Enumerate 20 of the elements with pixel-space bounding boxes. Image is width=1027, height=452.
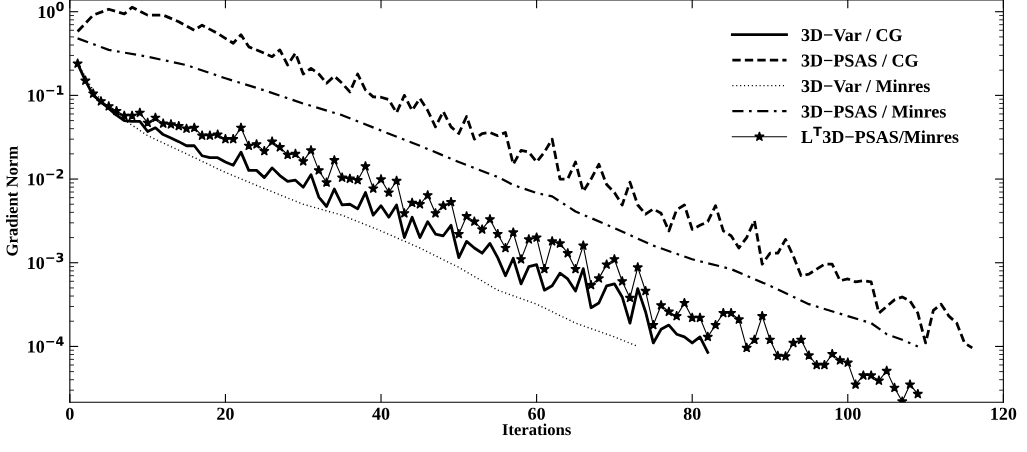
legend-label: 3D−PSAS / CG	[801, 54, 919, 67]
y-tick-label: 10$^{−1}$	[28, 85, 64, 102]
legend-label: 3D−PSAS / Minres	[801, 104, 946, 118]
legend-label: 3D−Var / CG	[801, 29, 903, 42]
y-axis-title: Gradient Norm	[6, 146, 18, 256]
legend-label: L$^{T}$3D−PSAS/Minres	[801, 126, 959, 144]
line-series	[76, 5, 974, 350]
y-tick-label: 10$^{−2}$	[28, 169, 64, 186]
y-tick-label: 10$^{−3}$	[28, 252, 64, 270]
y-tick-label: 10$^{0}$	[38, 1, 64, 19]
x-tick-label: 60	[528, 407, 545, 420]
x-tick-label: 80	[683, 407, 701, 420]
x-tick-label: 120	[991, 407, 1017, 420]
x-tick-label: 100	[835, 407, 861, 420]
x-tick-label: 20	[217, 407, 234, 420]
y-tick-label: 10$^{−4}$	[28, 336, 64, 353]
x-tick-label: 0	[66, 407, 74, 420]
legend-label: 3D−Var / Minres	[801, 79, 930, 93]
x-axis-title: Iterations	[502, 423, 571, 436]
x-tick-label: 40	[372, 407, 390, 420]
